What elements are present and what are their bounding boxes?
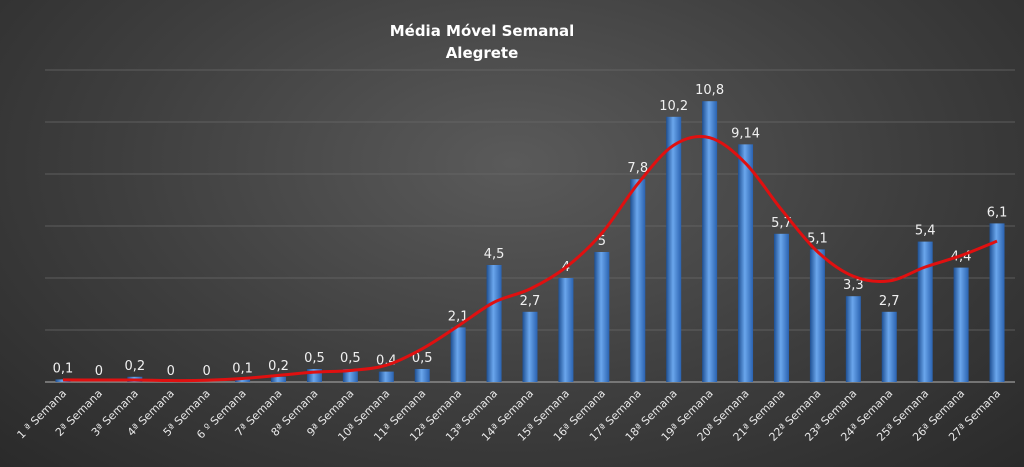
data-label: 0 (95, 364, 103, 379)
bar (271, 376, 287, 382)
data-label: 0,1 (53, 361, 74, 376)
data-label: 10,2 (659, 99, 688, 114)
bar (414, 369, 430, 382)
data-label: 3,3 (843, 278, 864, 293)
data-label: 7,8 (627, 161, 648, 176)
data-label: 0,5 (340, 351, 361, 366)
data-label: 10,8 (695, 83, 724, 98)
bar (702, 101, 718, 382)
bar (378, 371, 394, 382)
data-label: 0 (167, 364, 175, 379)
data-label: 0 (203, 364, 211, 379)
bar (666, 116, 682, 383)
bar (630, 179, 646, 382)
data-label: 0,2 (124, 359, 145, 374)
data-label: 0,5 (412, 351, 433, 366)
bar (235, 379, 251, 382)
bar (989, 223, 1005, 382)
data-label: 2,7 (879, 294, 900, 309)
bar (486, 265, 502, 382)
data-label: 2,7 (520, 294, 541, 309)
data-label: 5 (598, 234, 606, 249)
data-label: 2,1 (448, 309, 469, 324)
bar (917, 241, 933, 382)
bar (450, 327, 466, 382)
data-label: 0,2 (268, 359, 289, 374)
bar (809, 249, 825, 382)
data-label: 5,1 (807, 231, 828, 246)
bar (845, 296, 861, 382)
bar (773, 233, 789, 382)
data-label: 5,7 (771, 216, 792, 231)
data-labels: 0,1 0 0,2 0 0 0,1 0,20,5 0,5 0,4 0,52,14,52,7457,… (53, 83, 1008, 379)
chart-subtitle: Alegrete (446, 44, 519, 62)
bar (881, 311, 897, 382)
chart-title: Média Móvel Semanal (390, 22, 575, 40)
data-label: 0,5 (304, 351, 325, 366)
data-label: 5,4 (915, 224, 936, 239)
data-label: 9,14 (731, 126, 760, 141)
data-label: 0,1 (232, 361, 253, 376)
bars (55, 101, 1005, 383)
data-label: 4,5 (484, 247, 505, 262)
trendline (62, 135, 998, 383)
bar (522, 311, 538, 382)
bar (558, 278, 574, 382)
bar (953, 267, 969, 382)
bar (738, 144, 754, 382)
bar (594, 252, 610, 382)
data-label: 6,1 (987, 205, 1008, 220)
